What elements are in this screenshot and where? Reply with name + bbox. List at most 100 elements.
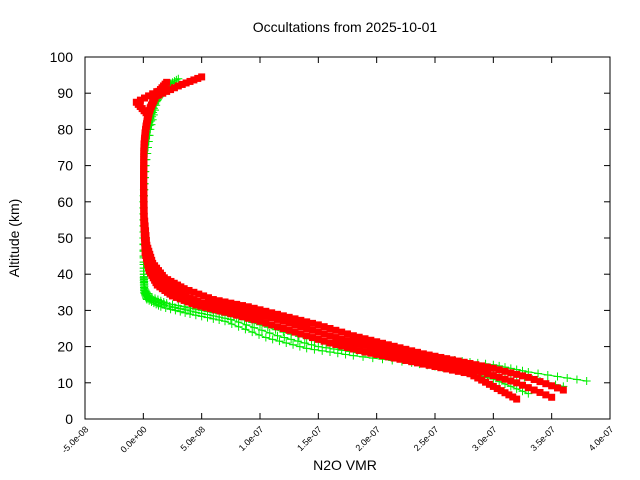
data-point: [140, 165, 148, 173]
data-point: [341, 350, 350, 359]
data-point: [466, 366, 474, 374]
x-tick-label: 1.0e-07: [237, 424, 266, 453]
data-point: [472, 367, 480, 375]
data-point: [221, 304, 229, 312]
data-point: [140, 177, 148, 185]
data-point: [261, 333, 270, 342]
data-point: [198, 73, 206, 81]
x-tick-label: 5.0e-08: [178, 424, 207, 453]
data-point: [310, 345, 319, 354]
data-point: [367, 349, 375, 357]
y-tick-label: 0: [65, 411, 73, 427]
data-point: [209, 314, 218, 323]
data-point: [509, 393, 517, 401]
data-point: [332, 334, 340, 342]
data-point: [482, 378, 490, 386]
data-point: [326, 348, 334, 357]
data-point: [182, 292, 190, 300]
data-point: [505, 391, 513, 399]
data-point: [197, 312, 206, 321]
data-point: [178, 80, 186, 88]
data-point: [250, 304, 258, 312]
data-point: [530, 375, 538, 383]
data-point: [320, 337, 328, 345]
data-point: [227, 299, 235, 307]
data-point: [140, 171, 148, 179]
x-axis-label: N2O VMR: [313, 457, 377, 473]
data-point: [344, 337, 351, 345]
data-point: [466, 370, 474, 378]
data-point: [186, 294, 194, 302]
data-point: [478, 368, 486, 376]
data-point: [495, 373, 503, 381]
data-point: [553, 372, 562, 381]
x-tick-label: -5.0e-08: [60, 424, 91, 455]
data-point: [536, 378, 544, 386]
data-point: [349, 338, 357, 346]
data-point: [268, 321, 276, 329]
x-tick-label: 1.5e-07: [295, 424, 324, 453]
data-point: [489, 364, 497, 372]
data-point: [320, 323, 328, 331]
data-point: [449, 366, 456, 374]
data-point: [166, 305, 175, 314]
y-tick-label: 20: [57, 339, 73, 355]
data-point: [291, 315, 299, 323]
data-point: [333, 349, 342, 358]
data-point: [396, 344, 404, 352]
data-point: [190, 296, 198, 304]
data-point: [191, 311, 200, 320]
data-point: [140, 220, 148, 228]
x-tick-label: 2.0e-07: [353, 424, 382, 453]
data-point: [195, 290, 203, 298]
data-point: [489, 372, 497, 380]
series-1: [132, 73, 567, 403]
data-point: [262, 319, 270, 327]
y-tick-label: 30: [57, 302, 73, 318]
data-point: [140, 234, 148, 242]
x-tick-label: 0.0e+00: [118, 424, 148, 454]
data-point: [293, 337, 302, 346]
y-tick-label: 70: [57, 158, 73, 174]
data-point: [449, 356, 456, 364]
data-point: [227, 319, 236, 328]
data-point: [291, 328, 299, 336]
data-point: [507, 377, 515, 385]
data-point: [171, 306, 180, 315]
data-point: [274, 310, 281, 318]
data-point: [227, 310, 235, 318]
data-point: [543, 370, 552, 379]
data-point: [536, 388, 544, 396]
data-point: [248, 328, 257, 337]
data-point: [250, 310, 258, 318]
data-point: [233, 306, 241, 314]
profile-line: [135, 89, 517, 400]
data-point: [145, 92, 153, 100]
data-point: [202, 303, 210, 311]
data-point: [396, 355, 404, 363]
data-point: [454, 357, 462, 365]
data-point: [425, 357, 433, 365]
data-point: [384, 341, 392, 349]
data-point: [140, 229, 148, 237]
data-point: [338, 335, 346, 343]
data-point: [303, 325, 311, 332]
data-point: [437, 359, 445, 367]
data-point: [443, 355, 451, 363]
data-point: [414, 348, 421, 356]
data-point: [174, 82, 182, 90]
data-point: [163, 78, 171, 86]
data-point: [402, 356, 410, 364]
data-point: [559, 386, 567, 394]
data-point: [186, 77, 194, 85]
data-point: [318, 346, 327, 355]
series-layer: [132, 73, 591, 403]
data-point: [582, 376, 591, 385]
data-point: [431, 358, 439, 366]
data-point: [344, 330, 351, 338]
data-point: [326, 325, 334, 332]
data-point: [396, 350, 404, 358]
data-point: [188, 299, 196, 307]
data-point: [161, 303, 170, 312]
data-point: [542, 391, 550, 399]
